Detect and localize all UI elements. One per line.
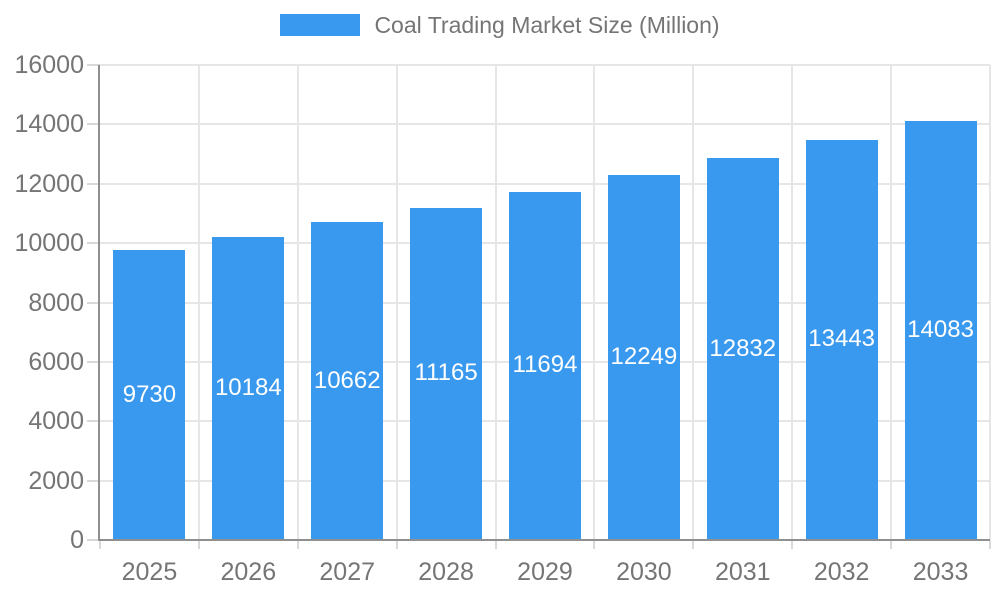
x-axis-tick (593, 541, 596, 549)
x-tick-label: 2028 (418, 558, 474, 586)
bar[interactable]: 11165 (410, 207, 483, 539)
legend-label: Coal Trading Market Size (Million) (374, 12, 720, 38)
v-gridline (494, 65, 497, 540)
x-tick-label: 2029 (517, 558, 573, 586)
y-tick-label: 0 (70, 526, 84, 554)
y-axis-tick (87, 479, 100, 482)
x-tick-label: 2033 (912, 558, 969, 586)
y-tick-label: 6000 (28, 347, 84, 376)
h-gridline (100, 64, 990, 66)
v-gridline (692, 65, 695, 540)
bar[interactable]: 13443 (805, 139, 878, 539)
x-axis-tick (692, 541, 695, 549)
legend[interactable]: Coal Trading Market Size (Million) (0, 12, 1000, 38)
bar-value-label: 11165 (414, 359, 478, 387)
y-tick-label: 12000 (14, 169, 84, 198)
bar[interactable]: 9730 (113, 250, 186, 539)
x-axis-tick (989, 541, 991, 549)
x-axis-tick (494, 541, 497, 549)
v-gridline (593, 65, 596, 540)
y-axis-tick (87, 301, 100, 304)
x-tick-label: 2025 (121, 558, 178, 586)
bar[interactable]: 14083 (904, 120, 977, 539)
x-axis-tick (296, 541, 299, 549)
y-tick-label: 2000 (28, 466, 84, 495)
x-axis-tick (791, 541, 794, 549)
x-axis-tick (99, 541, 101, 549)
x-tick-label: 2031 (714, 558, 771, 586)
bar[interactable]: 10184 (212, 236, 285, 539)
v-gridline (890, 65, 893, 540)
y-axis-line (98, 65, 100, 541)
y-axis-tick (87, 360, 100, 363)
v-gridline (197, 65, 200, 540)
bar-value-label: 12249 (610, 343, 678, 371)
y-axis-tick (87, 123, 100, 126)
x-tick-label: 2026 (220, 558, 277, 586)
y-tick-label: 10000 (14, 229, 84, 258)
bar-value-label: 10184 (214, 373, 282, 401)
y-axis-tick (87, 64, 100, 66)
bar-value-label: 14083 (907, 315, 974, 343)
x-tick-label: 2032 (813, 558, 870, 586)
bar-value-label: 12832 (709, 334, 777, 362)
y-tick-label: 16000 (14, 51, 84, 79)
bar-value-label: 9730 (122, 380, 177, 408)
y-axis-tick (87, 539, 100, 541)
v-gridline (296, 65, 299, 540)
x-axis-tick (395, 541, 398, 549)
y-tick-label: 8000 (28, 288, 84, 317)
x-axis-tick (890, 541, 893, 549)
h-gridline (100, 123, 990, 126)
v-gridline (395, 65, 398, 540)
v-gridline (989, 65, 991, 540)
x-tick-label: 2030 (616, 558, 672, 586)
x-tick-label: 2027 (319, 558, 376, 586)
x-axis-tick (197, 541, 200, 549)
x-axis-line (98, 539, 990, 541)
y-axis-tick (87, 182, 100, 185)
y-axis-tick (87, 420, 100, 423)
bar[interactable]: 12832 (706, 158, 779, 539)
bar-value-label: 11694 (512, 351, 578, 379)
y-tick-label: 4000 (28, 407, 84, 436)
y-tick-label: 14000 (14, 110, 84, 139)
legend-swatch-icon (280, 14, 361, 36)
bar-value-label: 10662 (313, 366, 381, 394)
h-gridline (100, 182, 990, 185)
bar[interactable]: 11694 (509, 191, 581, 539)
bar-value-label: 13443 (808, 325, 876, 353)
bar[interactable]: 12249 (607, 175, 680, 539)
v-gridline (791, 65, 794, 540)
bar[interactable]: 10662 (311, 222, 384, 539)
y-axis-tick (87, 242, 100, 245)
